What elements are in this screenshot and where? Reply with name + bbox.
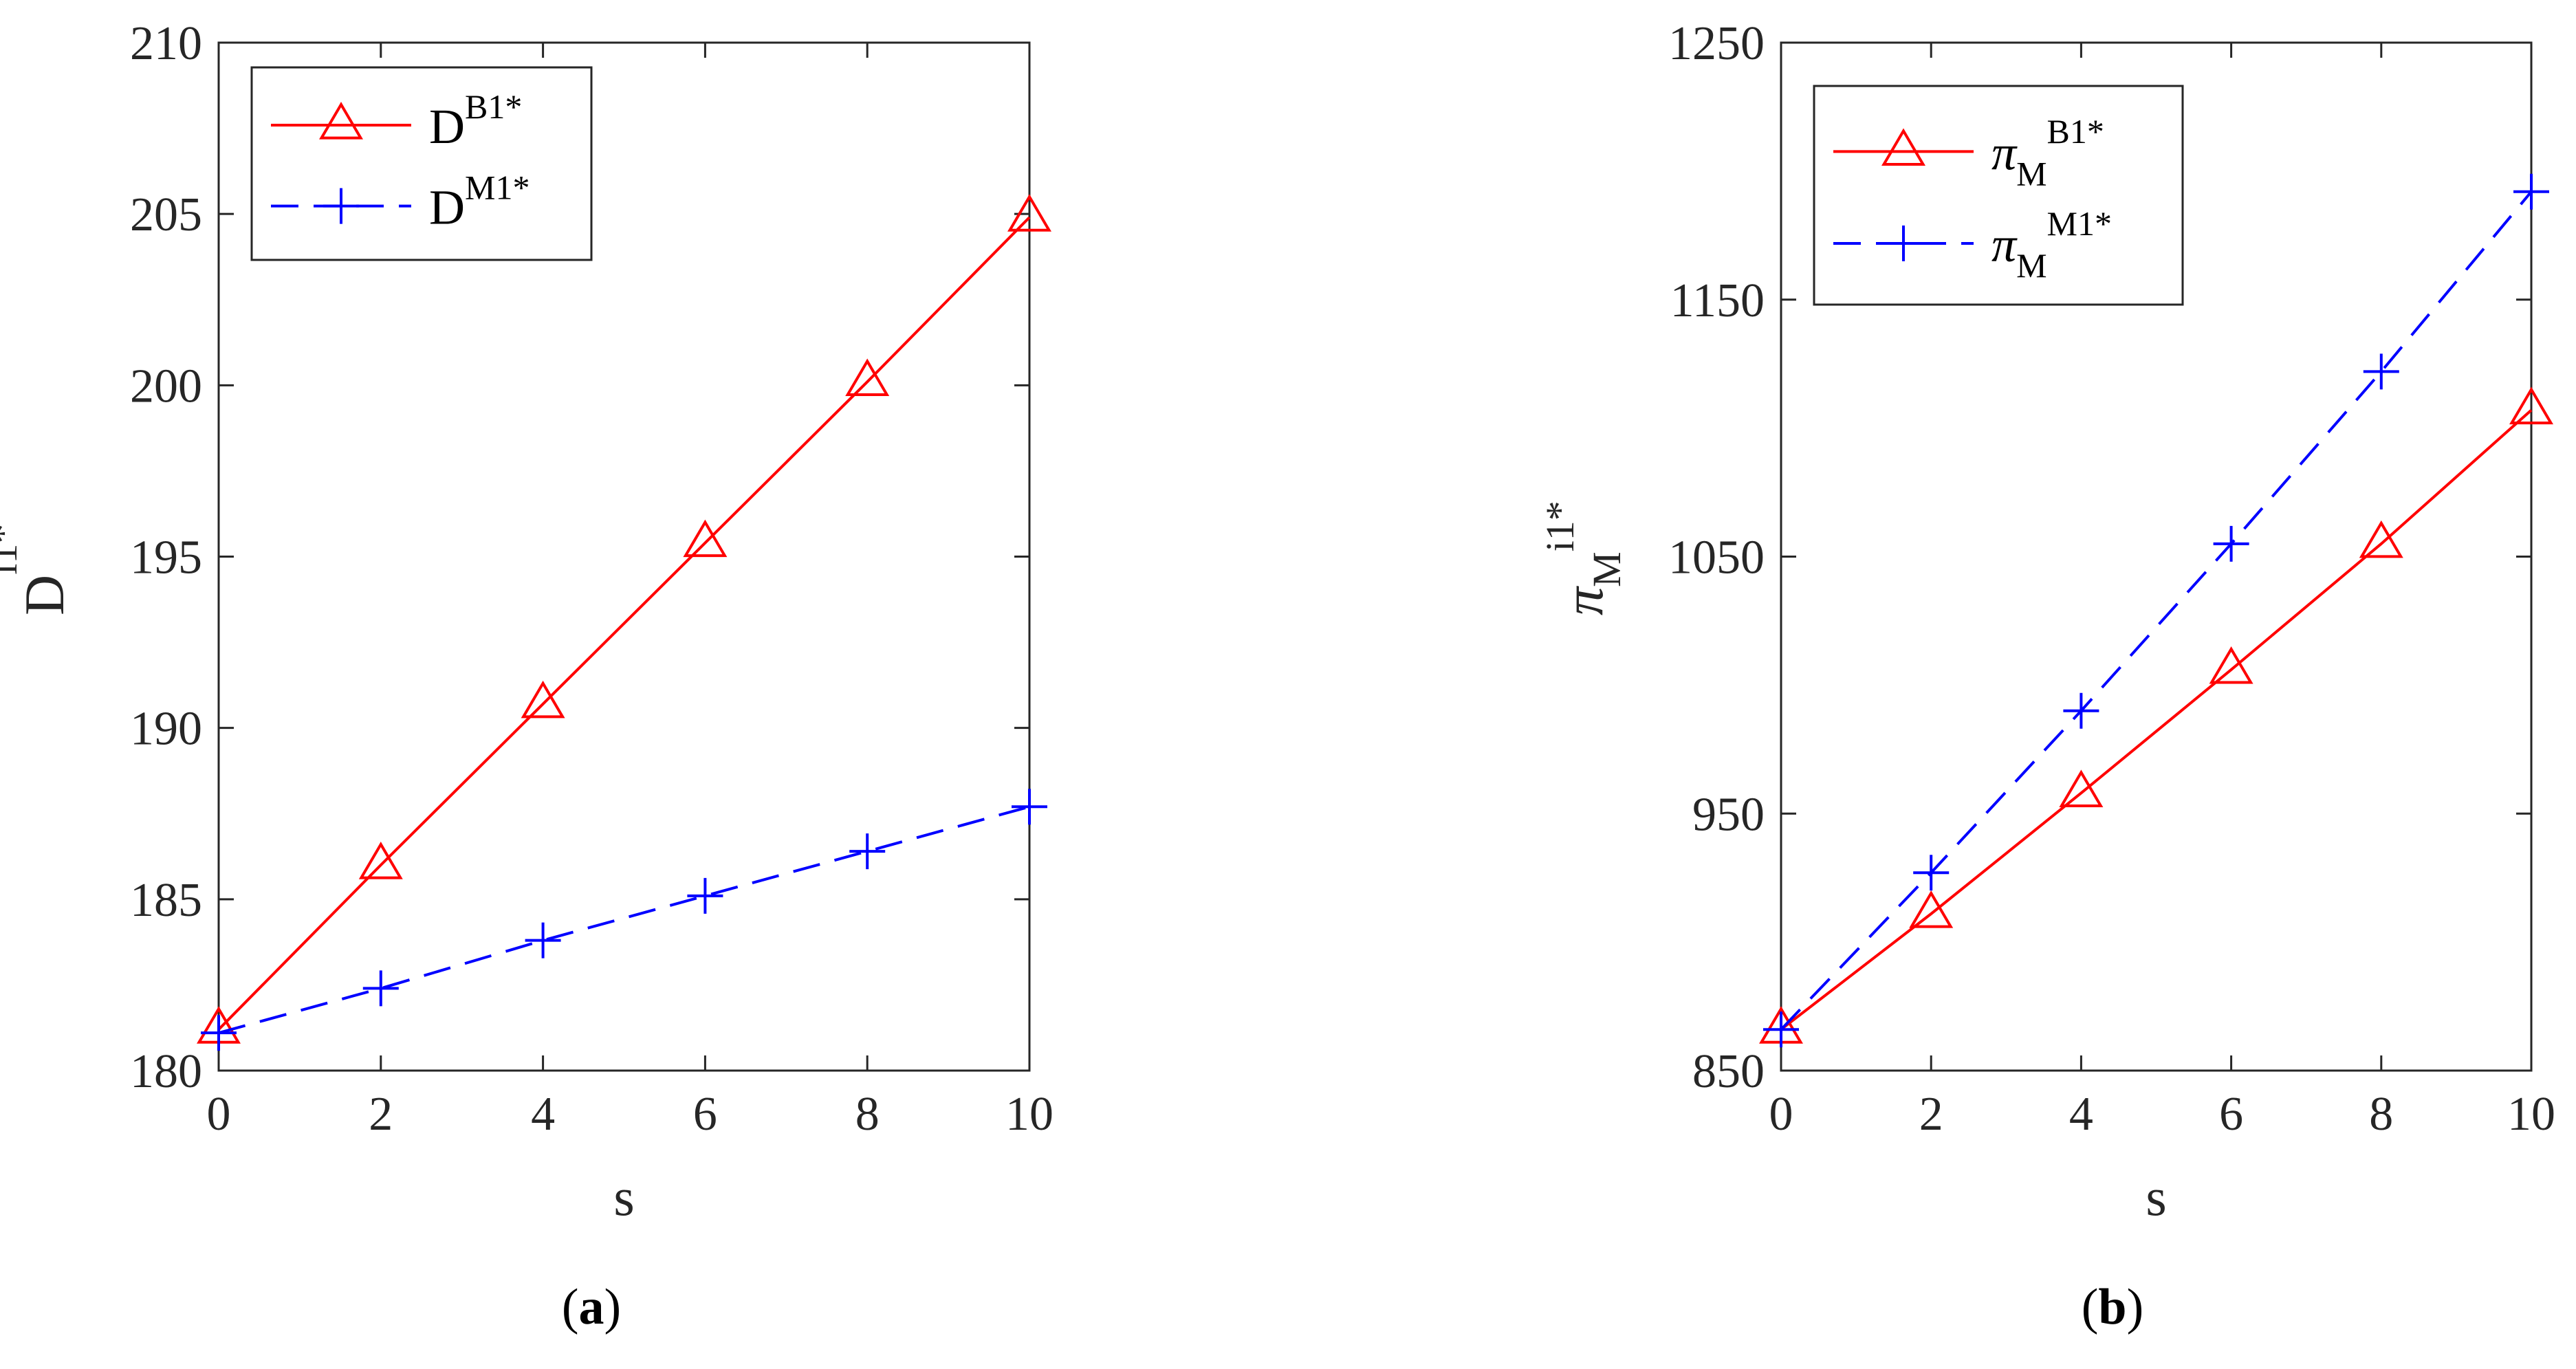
series-0 [197, 194, 1051, 1044]
legend-entry-label-superscript: M1* [2047, 204, 2112, 243]
x-tick-label: 2 [1919, 1088, 1943, 1141]
legend-entry-label-superscript: M1* [465, 168, 530, 207]
y-tick-label: 185 [130, 874, 202, 927]
panel-label-open: ( [2082, 1279, 2099, 1335]
legend-marker-plus [1886, 225, 1921, 261]
chart-panel-a: 0 2 4 6 8 10180185190195200205210sDi1*DB1*DM1… [0, 17, 1054, 1335]
series-0 [1759, 386, 2553, 1044]
data-point-plus [201, 1015, 237, 1051]
chart-panel-b: 0 2 4 6 8 10850950105011501250sπMi1*πMB1*πMM1… [1538, 17, 2555, 1335]
legend-box [1813, 85, 2184, 306]
data-point-plus [1763, 1011, 1799, 1048]
legend-entry-label-subscript: M [2016, 246, 2046, 285]
legend-entry-label: DB1* [429, 87, 522, 154]
series-line [1780, 408, 2533, 1031]
legend-entry-label: DM1* [429, 168, 530, 235]
y-axis-label-base: D [13, 575, 76, 615]
y-tick-label: 200 [130, 360, 202, 413]
legend-entry-label-subscript: M [2016, 154, 2046, 193]
legend-entry-label: πMM1* [1991, 204, 2112, 285]
x-tick-label: 6 [2219, 1088, 2243, 1141]
data-point-triangle [2059, 769, 2104, 807]
legend-entry-label-base: π [1991, 217, 2018, 272]
y-axis-label-group: πMi1* [1538, 501, 1629, 615]
legend-marker-triangle [1881, 128, 1925, 166]
data-point-plus [525, 922, 561, 959]
panel-label-letter: a [579, 1279, 604, 1335]
panel-label-close: ) [604, 1279, 622, 1335]
y-axis-label-sup: i1* [0, 524, 25, 575]
data-point-plus [362, 970, 399, 1007]
y-axis-label: Di1* [0, 524, 76, 615]
x-axis-label: s [2146, 1167, 2166, 1227]
y-tick-label: 195 [130, 532, 202, 584]
panel-label-close: ) [2127, 1279, 2144, 1335]
data-point-plus [687, 877, 723, 914]
x-tick-label: 2 [369, 1088, 393, 1141]
data-point-plus [2063, 692, 2099, 729]
legend-box [250, 66, 593, 261]
y-tick-label: 850 [1692, 1045, 1765, 1098]
y-axis-label-sup: i1* [1538, 501, 1582, 551]
y-tick-label: 210 [130, 17, 202, 70]
series-line [1780, 190, 2533, 1031]
data-point-plus [2363, 353, 2399, 390]
x-axis-label: s [613, 1167, 634, 1227]
legend-marker-plus [323, 188, 359, 224]
legend-entry-label-base: D [429, 180, 465, 235]
legend: DB1*DM1* [250, 66, 593, 261]
legend: πMB1*πMM1* [1813, 85, 2184, 306]
legend-entry-label: πMB1* [1991, 112, 2104, 193]
series-line [217, 216, 1031, 1031]
data-point-triangle [2359, 520, 2403, 558]
x-tick-label: 10 [1005, 1088, 1054, 1141]
data-point-plus [2513, 173, 2549, 210]
data-point-triangle [845, 358, 890, 396]
data-point-triangle [2209, 646, 2253, 684]
series-1 [1763, 173, 2549, 1048]
y-axis-label-base: π [1552, 586, 1615, 615]
legend-entry-label-superscript: B1* [2047, 112, 2104, 151]
data-point-triangle [2509, 386, 2553, 425]
x-tick-label: 0 [207, 1088, 231, 1141]
panel-label: (b) [2082, 1279, 2143, 1335]
data-point-triangle [1007, 194, 1051, 232]
y-axis-label-group: Di1* [0, 524, 76, 615]
x-tick-label: 4 [2069, 1088, 2093, 1141]
data-point-triangle [358, 842, 403, 879]
data-point-plus [1913, 855, 1950, 891]
y-tick-label: 190 [130, 703, 202, 756]
x-tick-label: 8 [2369, 1088, 2393, 1141]
y-tick-label: 1250 [1668, 17, 1765, 70]
legend-entry-label-base: D [429, 99, 465, 154]
data-point-triangle [1909, 890, 1954, 928]
x-tick-label: 0 [1769, 1088, 1793, 1141]
legend-entry-label-base: π [1991, 125, 2018, 180]
panel-label-open: ( [562, 1279, 579, 1335]
y-tick-label: 205 [130, 188, 202, 241]
data-point-plus [2213, 525, 2249, 562]
y-axis-label: πMi1* [1538, 501, 1629, 615]
series-1 [201, 789, 1047, 1051]
x-tick-label: 8 [855, 1088, 880, 1141]
y-tick-label: 180 [130, 1045, 202, 1098]
panel-label-letter: b [2098, 1279, 2126, 1335]
y-tick-label: 1050 [1668, 532, 1765, 584]
x-tick-label: 6 [693, 1088, 717, 1141]
y-tick-label: 1150 [1670, 274, 1765, 327]
data-point-triangle [683, 519, 728, 558]
x-tick-label: 10 [2507, 1088, 2555, 1141]
legend-entry-label-superscript: B1* [465, 87, 522, 126]
y-axis-label-sub: M [1584, 551, 1629, 587]
x-tick-label: 4 [531, 1088, 555, 1141]
legend-marker-triangle [319, 102, 363, 140]
panel-label: (a) [562, 1279, 621, 1335]
data-point-plus [849, 833, 886, 870]
data-point-triangle [521, 680, 565, 719]
data-point-plus [1012, 789, 1047, 825]
series-line [218, 805, 1030, 1035]
y-tick-label: 950 [1692, 788, 1765, 841]
